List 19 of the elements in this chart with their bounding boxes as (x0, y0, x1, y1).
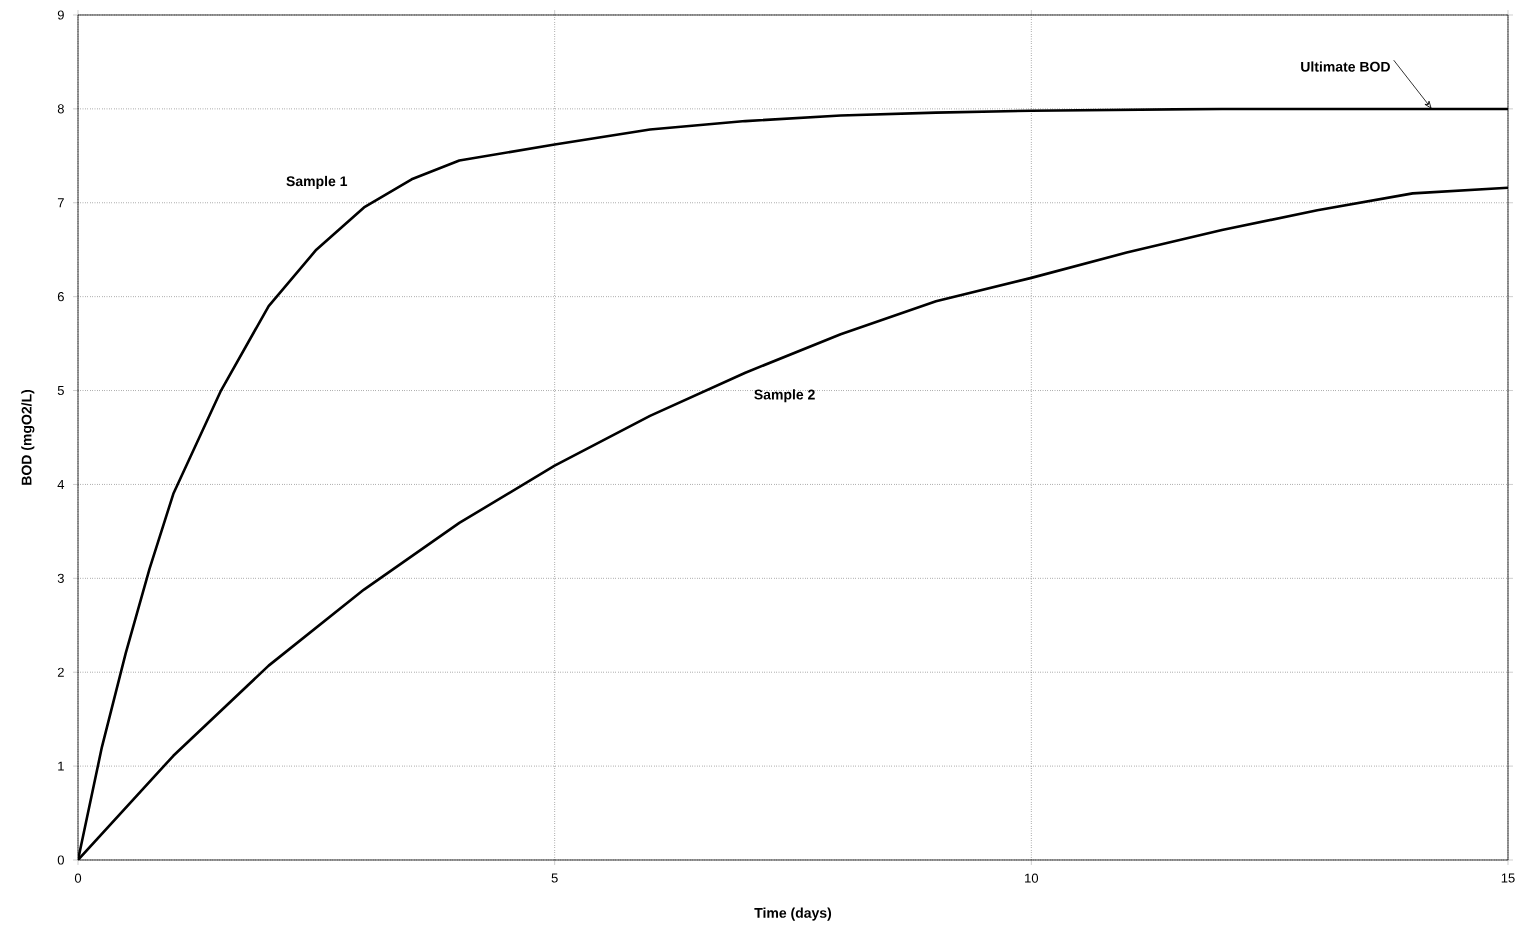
y-tick-label: 0 (57, 855, 64, 865)
y-tick-label: 2 (57, 667, 64, 677)
x-tick-label: 10 (1025, 873, 1039, 883)
y-tick-label: 1 (58, 761, 64, 771)
x-tick-label: 15 (1501, 873, 1515, 883)
x-tick-label: 5 (551, 873, 558, 883)
series-label: Sample 2 (754, 389, 815, 403)
y-axis-title: BOD (mgO2/L) (21, 389, 35, 485)
y-tick-label: 6 (57, 292, 64, 302)
y-tick-label: 4 (57, 479, 65, 489)
x-axis-title: Time (days) (754, 907, 832, 921)
y-tick-label: 8 (57, 104, 64, 114)
series-label: Sample 1 (286, 175, 348, 189)
y-tick-label: 9 (57, 10, 64, 20)
y-tick-label: 5 (57, 386, 64, 396)
y-tick-label: 3 (57, 573, 64, 583)
x-tick-label: 0 (74, 873, 82, 883)
annotation: Ultimate BOD (1301, 61, 1390, 72)
y-tick-label: 7 (57, 198, 64, 208)
